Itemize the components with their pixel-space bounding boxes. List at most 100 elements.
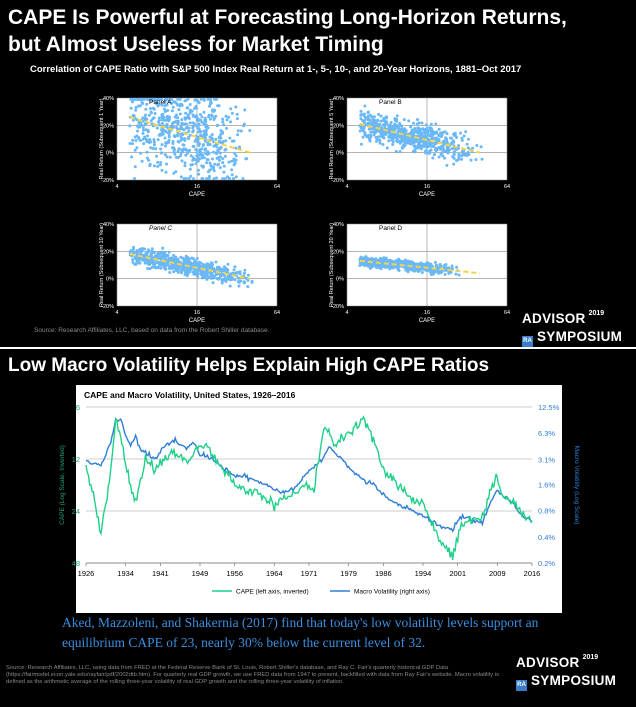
scatter-point	[431, 156, 435, 160]
scatter-point	[170, 109, 174, 113]
scatter-point	[428, 265, 432, 269]
scatter-point	[160, 151, 164, 155]
scatter-point	[465, 142, 469, 146]
scatter-point	[165, 103, 169, 107]
scatter-point	[212, 177, 216, 181]
scatter-point	[437, 138, 441, 141]
scatter-point	[187, 126, 191, 130]
x-tick-label: 1994	[415, 569, 432, 578]
scatter-point	[212, 97, 216, 101]
scatter-point	[359, 113, 363, 117]
scatter-point	[197, 123, 201, 127]
slide-title: CAPE Is Powerful at Forecasting Long-Hor…	[8, 4, 608, 58]
scatter-point	[211, 150, 215, 154]
scatter-point	[479, 145, 483, 149]
scatter-point	[185, 122, 189, 126]
scatter-point	[384, 130, 388, 134]
slide-title: Low Macro Volatility Helps Explain High …	[8, 355, 490, 376]
scatter-point	[154, 147, 158, 151]
scatter-point	[394, 124, 398, 128]
scatter-point	[188, 121, 192, 125]
scatter-point	[194, 162, 198, 166]
x-tick-label: 1934	[117, 569, 134, 578]
scatter-point	[234, 105, 238, 109]
scatter-point	[238, 145, 241, 149]
scatter-point	[146, 267, 150, 270]
scatter-point	[385, 120, 388, 124]
scatter-point	[365, 263, 369, 267]
scatter-point	[209, 97, 212, 101]
scatter-point	[362, 262, 366, 266]
scatter-point	[188, 167, 192, 171]
scatter-point	[184, 261, 188, 265]
scatter-point	[201, 165, 205, 169]
scatter-point	[191, 125, 195, 129]
scatter-point	[432, 271, 436, 275]
scatter-point	[219, 129, 223, 133]
y-left-tick-label: 6	[76, 403, 80, 412]
scatter-point	[379, 132, 383, 136]
scatter-point	[433, 131, 437, 135]
scatter-point	[363, 133, 367, 137]
scatter-point	[379, 126, 383, 130]
scatter-point	[242, 124, 246, 128]
scatter-point	[140, 101, 144, 104]
scatter-point	[131, 142, 134, 146]
scatter-point	[178, 104, 182, 108]
scatter-point	[222, 123, 226, 127]
scatter-point	[193, 106, 196, 110]
scatter-point	[158, 97, 162, 101]
scatter-point	[462, 153, 466, 157]
y-right-tick-label: 0.2%	[538, 559, 555, 568]
scatter-point	[244, 157, 248, 161]
scatter-point	[452, 139, 455, 143]
scatter-point	[197, 130, 201, 134]
trend-line	[129, 116, 251, 154]
chart-panel	[76, 385, 562, 613]
scatter-point	[191, 130, 195, 134]
x-axis-label: CAPE	[419, 318, 435, 324]
scatter-point	[367, 127, 371, 131]
scatter-point	[222, 170, 226, 174]
slide-cape-forecasting: CAPE Is Powerful at Forecasting Long-Hor…	[0, 0, 636, 347]
scatter-point	[151, 106, 155, 110]
scatter-point	[181, 137, 185, 141]
scatter-point	[439, 135, 443, 139]
scatter-point	[203, 119, 207, 123]
scatter-point	[143, 247, 146, 251]
scatter-point	[177, 147, 181, 151]
scatter-points	[128, 97, 252, 181]
scatter-point	[418, 130, 422, 134]
scatter-point	[140, 159, 144, 163]
scatter-point	[140, 247, 143, 251]
scatter-point	[137, 261, 141, 265]
scatter-point	[167, 100, 171, 104]
scatter-point	[391, 140, 395, 144]
scatter-point	[394, 149, 398, 153]
scatter-point	[213, 162, 217, 166]
advisor-symposium-logo: ADVISOR 2019 RA SYMPOSIUM	[522, 310, 622, 347]
scatter-point	[151, 97, 155, 101]
scatter-point	[152, 251, 156, 255]
scatter-point	[182, 268, 185, 272]
scatter-point	[412, 121, 415, 125]
scatter-point	[433, 260, 437, 264]
scatter-point	[457, 152, 461, 156]
scatter-point	[378, 138, 382, 142]
scatter-point	[213, 116, 217, 120]
scatter-point	[149, 253, 153, 257]
scatter-point	[184, 177, 188, 181]
panel-a-chart: Panel A 40% 20% 0% -20% 4 16 64 CAPE Real Return …	[95, 86, 295, 208]
scatter-point	[202, 110, 206, 114]
scatter-point	[430, 141, 434, 145]
scatter-point	[209, 164, 213, 167]
scatter-point	[359, 117, 363, 121]
y-tick-label: 0%	[336, 277, 344, 283]
scatter-point	[221, 117, 225, 121]
y-tick-label: -20%	[101, 178, 114, 184]
scatter-point	[372, 264, 376, 268]
scatter-point	[359, 109, 363, 113]
scatter-point	[439, 152, 443, 156]
y-axis-label: Real Return (Subsequent 20 Year)	[329, 223, 335, 307]
scatter-point	[418, 143, 422, 147]
